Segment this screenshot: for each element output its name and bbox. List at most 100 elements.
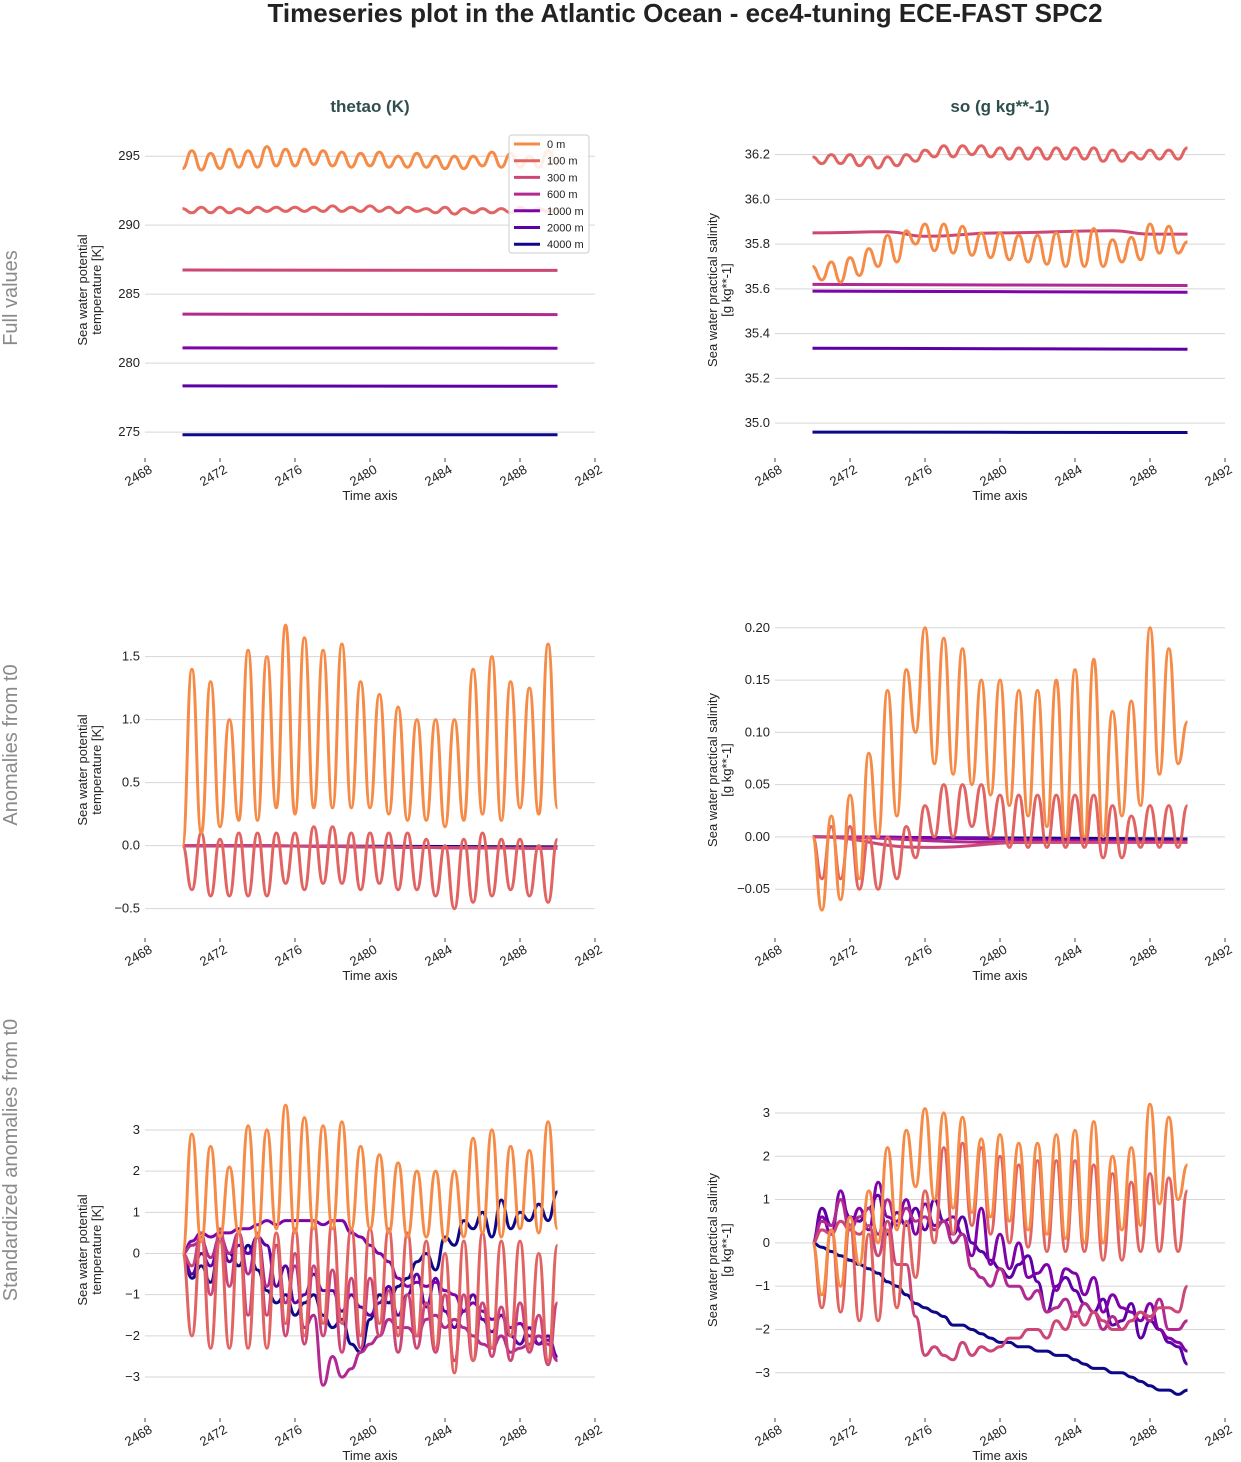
row-label-anomalies: Anomalies from t0 [0, 664, 22, 825]
series-line-0m [811, 626, 1189, 912]
legend-box [508, 134, 590, 254]
series-line-300m [182, 844, 558, 850]
x-tick-label: 2472 [827, 462, 860, 489]
y-tick-label: 2 [133, 1163, 140, 1178]
y-tick-label: 36.2 [745, 147, 770, 162]
x-tick-label: 2480 [977, 462, 1010, 489]
series-line-600m [812, 282, 1188, 287]
y-axis-label: Sea water potentialtemperature [K] [75, 714, 104, 825]
panel-so-anom: −0.05 0.00 0.05 0.10 0.15 0.20 2468 2472 2476 248… [705, 620, 1235, 983]
x-axis-label: Time axis [972, 1448, 1028, 1462]
series-line-0m [181, 1103, 559, 1255]
x-axis-label: Time axis [342, 968, 398, 983]
y-tick-label: 0.00 [745, 829, 770, 844]
y-tick-label: 3 [763, 1105, 770, 1120]
x-tick-label: 2484 [1052, 1422, 1085, 1449]
y-tick-label: 0 [763, 1235, 770, 1250]
y-tick-label: −3 [755, 1365, 770, 1380]
x-tick-label: 2488 [1127, 462, 1160, 489]
y-tick-label: 3 [133, 1122, 140, 1137]
series-line-300m [812, 1219, 1189, 1362]
series-line-0m [811, 1102, 1189, 1297]
y-axis-label: Sea water potentialtemperature [K] [75, 1194, 104, 1305]
series-line-4000m [812, 1241, 1188, 1396]
y-axis-label: Sea water practical salinity[g kg**-1] [705, 213, 734, 367]
series-line-100m [811, 783, 1189, 891]
series-line-0m [181, 623, 559, 848]
legend-label: 600 m [547, 189, 578, 201]
y-tick-label: 1 [763, 1192, 770, 1207]
series-line-1000m [812, 289, 1188, 294]
x-tick-label: 2492 [1202, 942, 1235, 969]
panel-so-full: 35.0 35.2 35.4 35.6 35.8 36.0 36.2 2468 2472 2476… [705, 144, 1235, 503]
panel-thetao-anom: −0.5 0.0 0.5 1.0 1.5 2468 2472 2476 2480 2484 2488… [75, 623, 605, 983]
x-tick-label: 2492 [1202, 462, 1235, 489]
x-tick-label: 2480 [347, 1422, 380, 1449]
panel-thetao-full: 275 280 285 290 295 2468 2472 2476 2480 2484 2488 2… [75, 134, 605, 503]
x-tick-label: 2484 [1052, 462, 1085, 489]
series-line-100m [181, 825, 559, 911]
x-axis-label: Time axis [972, 488, 1028, 503]
y-tick-label: 0.0 [122, 838, 140, 853]
x-tick-label: 2468 [752, 1422, 785, 1449]
legend-label: 0 m [547, 139, 565, 151]
y-axis-label: Sea water practical salinity[g kg**-1] [705, 693, 734, 847]
legend-label: 4000 m [547, 239, 584, 251]
x-tick-label: 2480 [977, 942, 1010, 969]
column-title-thetao: thetao (K) [330, 97, 409, 116]
series-line-0m [181, 145, 559, 172]
panel-thetao-std: −3 −2 −1 0 1 2 3 2468 2472 2476 2480 2484 2488 2492 Ti… [75, 1103, 605, 1462]
series-line-1000m [811, 1180, 1188, 1353]
x-axis-label: Time axis [342, 488, 398, 503]
y-tick-label: −1 [755, 1278, 770, 1293]
legend: 0 m 100 m 300 m 600 m 1000 m 2000 m 4000 m [508, 134, 590, 254]
panel-so-std: −3 −2 −1 0 1 2 3 2468 2472 2476 2480 2484 2488 2492 Ti… [705, 1102, 1235, 1462]
x-tick-label: 2476 [902, 1422, 935, 1449]
series-line-100m [812, 144, 1188, 170]
x-tick-label: 2476 [272, 462, 305, 489]
y-tick-label: 0.5 [122, 775, 140, 790]
y-tick-label: 35.6 [745, 281, 770, 296]
y-tick-label: −1 [125, 1287, 140, 1302]
row-label-standardized: Standardized anomalies from t0 [0, 1019, 22, 1301]
y-tick-label: −2 [125, 1328, 140, 1343]
x-tick-label: 2480 [977, 1422, 1010, 1449]
x-tick-label: 2488 [497, 942, 530, 969]
x-tick-label: 2492 [572, 942, 605, 969]
series-line-100m [811, 1141, 1189, 1323]
y-tick-label: 1 [133, 1204, 140, 1219]
x-tick-label: 2488 [497, 1422, 530, 1449]
series-line-600m [182, 1231, 559, 1387]
x-tick-label: 2492 [572, 462, 605, 489]
x-tick-label: 2468 [122, 942, 155, 969]
series-line-600m [811, 1198, 1188, 1331]
y-tick-label: 35.0 [745, 415, 770, 430]
y-tick-label: −0.05 [737, 881, 770, 896]
x-tick-label: 2488 [1127, 1422, 1160, 1449]
x-tick-label: 2468 [122, 1422, 155, 1449]
x-tick-label: 2488 [1127, 942, 1160, 969]
x-tick-label: 2472 [197, 462, 230, 489]
x-tick-label: 2468 [752, 942, 785, 969]
column-title-so: so (g kg**-1) [950, 97, 1049, 116]
x-tick-label: 2480 [347, 942, 380, 969]
y-tick-label: 290 [118, 217, 140, 232]
y-tick-label: 1.5 [122, 649, 140, 664]
y-tick-label: 275 [118, 424, 140, 439]
y-tick-label: 285 [118, 286, 140, 301]
x-tick-label: 2492 [572, 1422, 605, 1449]
series-line-0m [811, 222, 1188, 284]
x-tick-label: 2484 [422, 462, 455, 489]
series-line-300m [182, 1227, 559, 1367]
x-tick-label: 2476 [272, 942, 305, 969]
y-tick-label: 35.2 [745, 370, 770, 385]
series-line-4000m [181, 1190, 559, 1354]
x-tick-label: 2488 [497, 462, 530, 489]
series-line-2000m [181, 1235, 559, 1358]
figure-title: Timeseries plot in the Atlantic Ocean - … [267, 0, 1102, 28]
series-line-600m [182, 312, 558, 317]
x-tick-label: 2492 [1202, 1422, 1235, 1449]
x-tick-label: 2484 [422, 1422, 455, 1449]
x-tick-label: 2484 [1052, 942, 1085, 969]
